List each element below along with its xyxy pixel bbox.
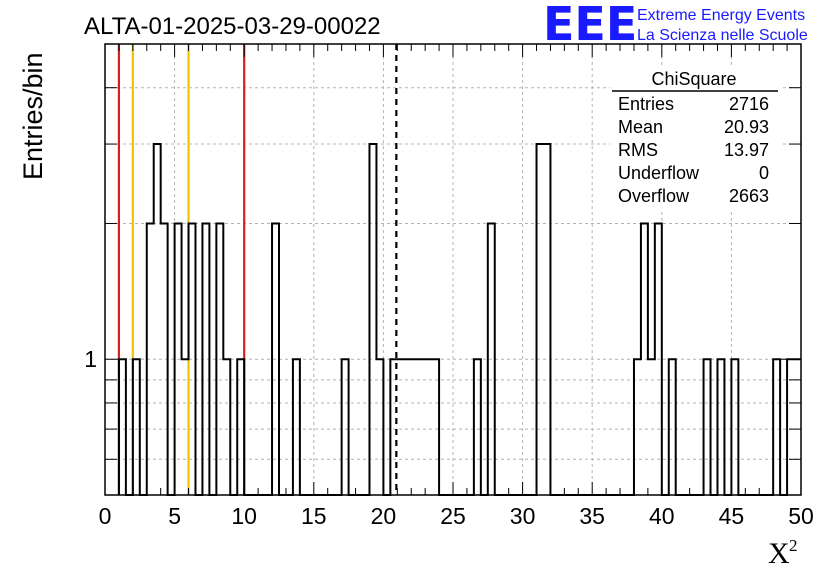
chart-title: ALTA-01-2025-03-29-00022: [84, 13, 381, 40]
eee-logo: EEE Extreme Energy Events La Scienza nel…: [543, 0, 808, 51]
stats-value: 0: [759, 163, 769, 183]
stats-value: 2716: [729, 94, 769, 114]
grid-lines: [105, 44, 801, 495]
y-tick-labels: 1: [84, 346, 97, 372]
axis-ticks: [104, 44, 802, 495]
x-tick-label: 20: [371, 503, 397, 529]
stats-label: Entries: [618, 94, 674, 114]
stats-box-title: ChiSquare: [651, 69, 736, 89]
x-tick-labels: 0 5 10 15 20 25 30 35 40 45 50: [99, 503, 814, 529]
stats-label: RMS: [618, 140, 658, 160]
x-axis-label: X: [768, 537, 790, 570]
stats-label: Overflow: [618, 186, 690, 206]
y-tick-label: 1: [84, 346, 97, 372]
stats-value: 20.93: [724, 117, 769, 137]
eee-logo-line2: La Scienza nelle Scuole: [637, 27, 808, 44]
stats-value: 2663: [729, 186, 769, 206]
x-tick-label: 15: [301, 503, 327, 529]
x-tick-label: 30: [510, 503, 536, 529]
x-axis-label-superscript: 2: [789, 536, 798, 555]
x-tick-label: 40: [649, 503, 675, 529]
reference-lines: [117, 44, 398, 495]
x-tick-label: 25: [440, 503, 466, 529]
eee-logo-mark: EEE: [543, 0, 637, 51]
x-tick-label: 10: [231, 503, 257, 529]
x-tick-label: 50: [788, 503, 814, 529]
y-axis-label: Entries/bin: [18, 52, 48, 180]
x-tick-label: 0: [99, 503, 112, 529]
x-tick-label: 45: [719, 503, 745, 529]
x-tick-label: 35: [579, 503, 605, 529]
stats-box: ChiSquare Entries 2716 Mean 20.93 RMS 13.97 Un…: [610, 66, 780, 211]
stats-label: Mean: [618, 117, 663, 137]
stats-box-background: [610, 66, 780, 211]
x-tick-label: 5: [168, 503, 181, 529]
stats-label: Underflow: [618, 163, 700, 183]
stats-value: 13.97: [724, 140, 769, 160]
eee-logo-line1: Extreme Energy Events: [637, 7, 805, 24]
